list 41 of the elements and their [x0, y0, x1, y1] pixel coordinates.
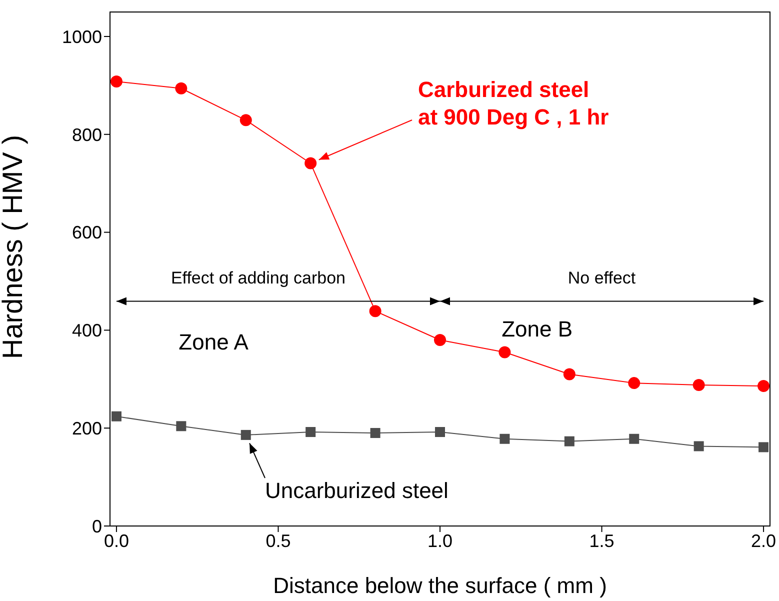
x-axis-title: Distance below the surface ( mm ): [273, 573, 607, 598]
point: [240, 430, 251, 440]
point: [498, 346, 511, 358]
annotation: No effect: [568, 268, 636, 288]
annotation: Zone A: [178, 329, 249, 354]
x-tick-label: 1.0: [427, 530, 453, 551]
point: [306, 427, 316, 438]
annotation: Effect of adding carbon: [170, 268, 346, 288]
point: [434, 334, 446, 346]
point: [758, 442, 769, 452]
point: [369, 305, 382, 318]
point: [111, 411, 122, 422]
x-tick-label: 0.0: [104, 530, 129, 551]
y-tick-label: 400: [72, 320, 102, 341]
x-tick-label: 1.5: [589, 530, 614, 551]
point: [175, 82, 188, 94]
point: [563, 368, 576, 380]
point: [564, 436, 574, 446]
annotation: Carburized steel at 900 Deg C , 1 hr: [418, 77, 610, 130]
annotation: Uncarburized steel: [265, 478, 448, 503]
y-tick-label: 200: [72, 418, 102, 438]
point: [628, 377, 640, 390]
x-tick-label: 0.5: [266, 530, 291, 551]
point: [758, 380, 770, 392]
point: [435, 427, 445, 438]
x-tick-label: 2.0: [751, 530, 776, 551]
point: [692, 379, 705, 392]
point: [370, 428, 380, 438]
point: [110, 76, 122, 88]
y-tick-label: 800: [72, 124, 102, 145]
y-tick-label: 1000: [62, 26, 102, 47]
point: [500, 434, 510, 444]
point: [176, 421, 186, 432]
y-tick-label: 0: [92, 516, 102, 536]
point: [694, 441, 704, 452]
y-axis-title: Hardness ( HMV ): [0, 134, 28, 359]
y-tick-label: 600: [72, 222, 102, 243]
point: [240, 114, 252, 126]
point: [629, 434, 640, 444]
annotation: Zone B: [502, 316, 573, 342]
point: [304, 157, 317, 170]
